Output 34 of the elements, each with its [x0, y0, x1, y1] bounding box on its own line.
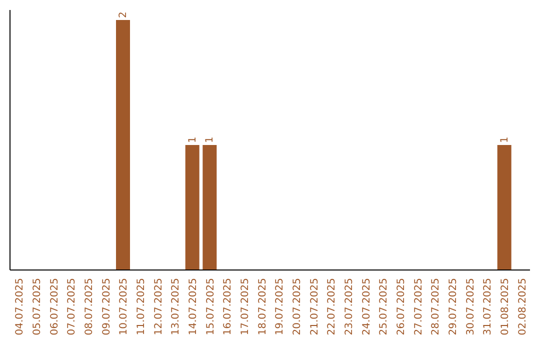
x-tick-label: 11.07.2025: [136, 278, 147, 336]
x-tick-label: 21.07.2025: [309, 278, 320, 336]
data-label: 1: [499, 136, 510, 143]
x-tick-label: 28.07.2025: [430, 278, 442, 336]
x-tick-label: 25.07.2025: [378, 278, 390, 336]
x-tick-label: 18.07.2025: [257, 278, 268, 336]
x-tick-label: 20.07.2025: [292, 278, 303, 336]
x-tick-label: 24.07.2025: [361, 278, 372, 336]
x-tick-label: 09.07.2025: [101, 278, 112, 336]
x-tick-label: 08.07.2025: [84, 278, 95, 336]
x-tick-label: 02.08.2025: [517, 278, 528, 336]
x-tick-label: 30.07.2025: [465, 278, 476, 336]
x-tick-label: 23.07.2025: [344, 278, 355, 336]
data-label: 1: [204, 136, 216, 143]
x-tick-label: 13.07.2025: [170, 278, 182, 336]
x-tick-label: 14.07.2025: [188, 278, 199, 336]
x-tick-label: 31.07.2025: [482, 278, 494, 336]
x-tick-label: 29.07.2025: [448, 278, 459, 336]
x-tick-label: 01.08.2025: [500, 278, 511, 336]
x-tick-label: 12.07.2025: [153, 278, 164, 336]
x-tick-label: 06.07.2025: [49, 278, 60, 336]
x-tick-label: 16.07.2025: [222, 278, 234, 336]
x-tick-label: 15.07.2025: [205, 278, 216, 336]
data-label: 2: [118, 12, 129, 18]
x-tick-label: 05.07.2025: [32, 278, 43, 336]
x-tick-label: 04.07.2025: [14, 278, 26, 336]
data-label: 1: [187, 136, 198, 143]
x-tick-label: 17.07.2025: [240, 278, 251, 336]
x-tick-label: 22.07.2025: [326, 278, 338, 336]
x-tick-label: 10.07.2025: [118, 278, 130, 336]
x-tick-label: 07.07.2025: [66, 278, 78, 336]
x-tick-label: 26.07.2025: [396, 278, 407, 336]
x-tick-label: 27.07.2025: [413, 278, 424, 336]
x-tick-label: 19.07.2025: [274, 278, 286, 336]
